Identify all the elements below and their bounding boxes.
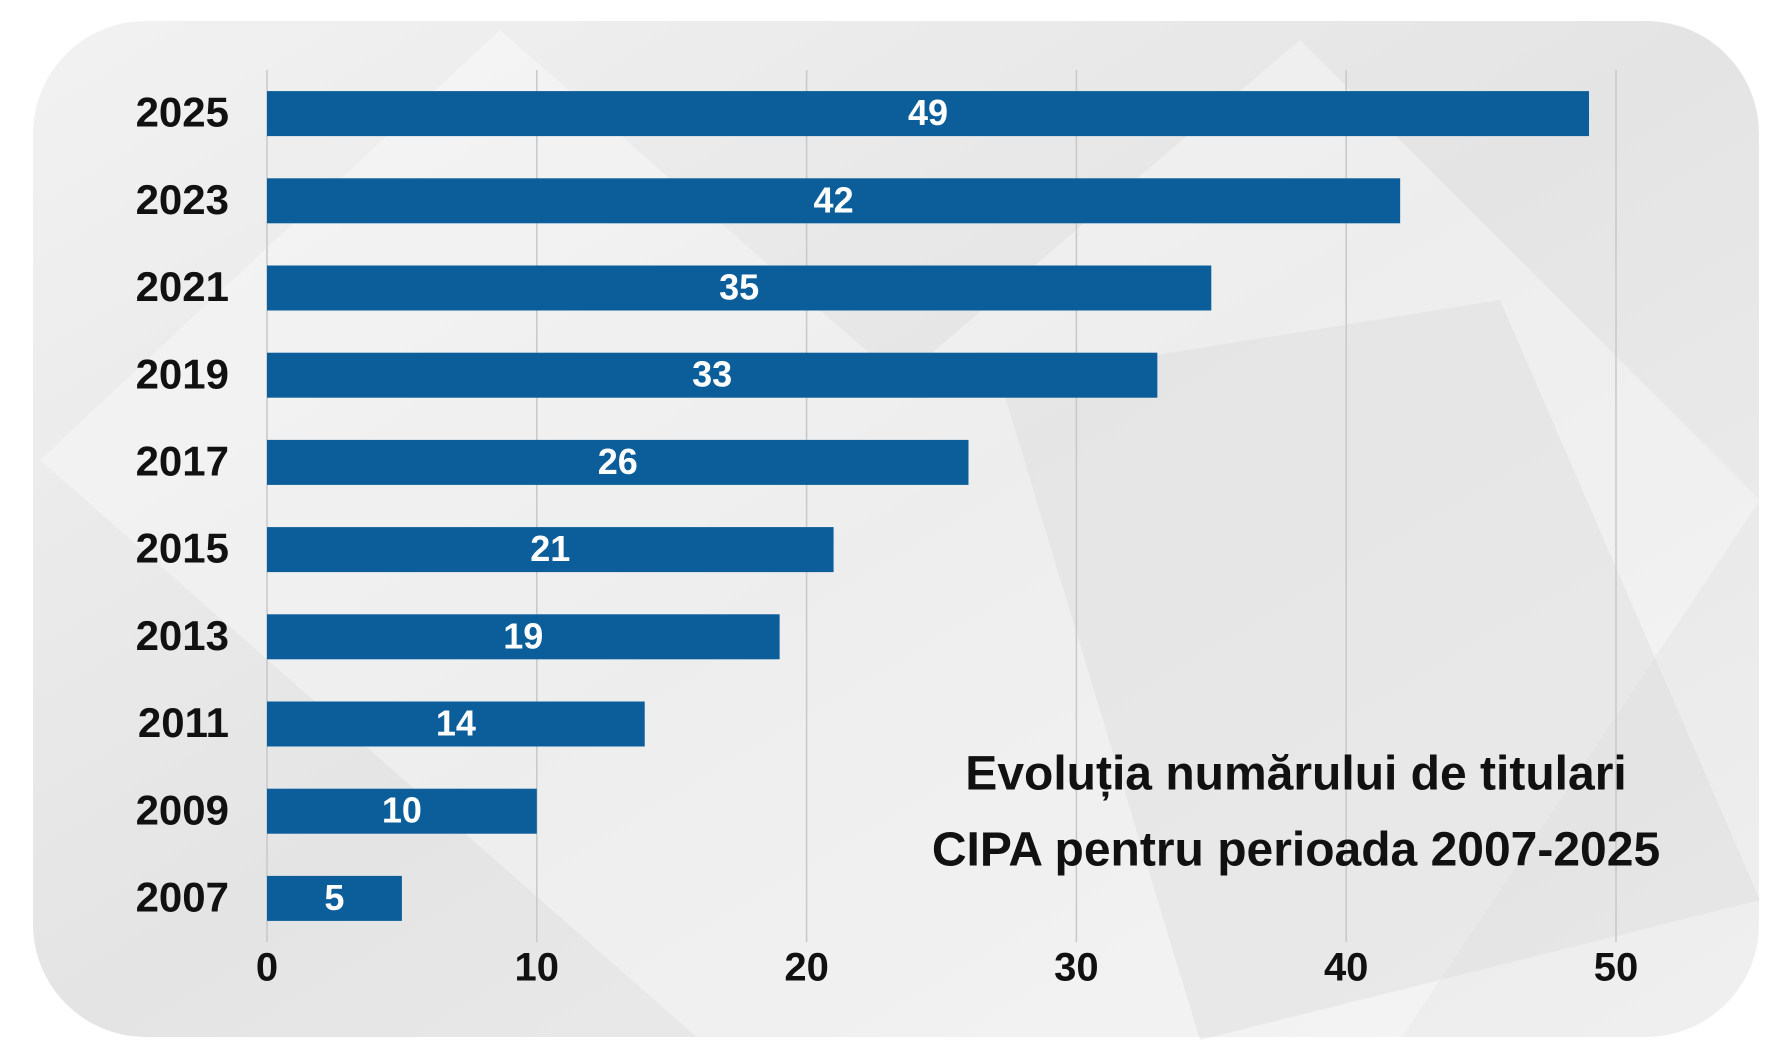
value-label: 10 [382,790,422,831]
y-tick-label: 2017 [136,437,229,484]
x-tick-label: 40 [1324,946,1369,990]
y-tick-label: 2009 [136,786,229,833]
x-tick-label: 50 [1594,946,1639,990]
background-shape [1000,300,1760,1040]
value-label: 19 [503,615,543,656]
x-tick-label: 20 [784,946,829,990]
y-tick-label: 2015 [136,525,229,572]
y-tick-label: 2021 [136,263,229,310]
bar [267,701,645,747]
y-tick-label: 2011 [138,699,229,746]
value-label: 5 [324,877,344,918]
bar [267,265,1212,311]
chart-title: CIPA pentru perioada 2007-2025 [932,824,1660,877]
bar [267,875,402,921]
value-label: 35 [719,267,759,308]
value-label: 26 [598,441,638,482]
chart-title: Evoluția numărului de titulari [965,748,1626,801]
y-tick-label: 2019 [136,350,229,397]
bar [267,527,834,573]
value-label: 42 [814,179,854,220]
x-tick-label: 0 [256,946,278,990]
value-label: 33 [692,354,732,395]
bar [267,788,537,834]
value-label: 14 [436,703,476,744]
y-tick-label: 2025 [136,89,229,136]
bar [267,352,1158,398]
y-tick-label: 2007 [136,873,229,920]
bar [267,178,1401,224]
bar [267,614,780,660]
y-tick-label: 2023 [136,176,229,223]
bar [267,91,1590,137]
x-tick-label: 10 [515,946,560,990]
y-tick-label: 2013 [136,612,229,659]
value-label: 49 [908,92,948,133]
value-label: 21 [530,528,570,569]
x-tick-label: 30 [1054,946,1099,990]
bar [267,439,969,485]
